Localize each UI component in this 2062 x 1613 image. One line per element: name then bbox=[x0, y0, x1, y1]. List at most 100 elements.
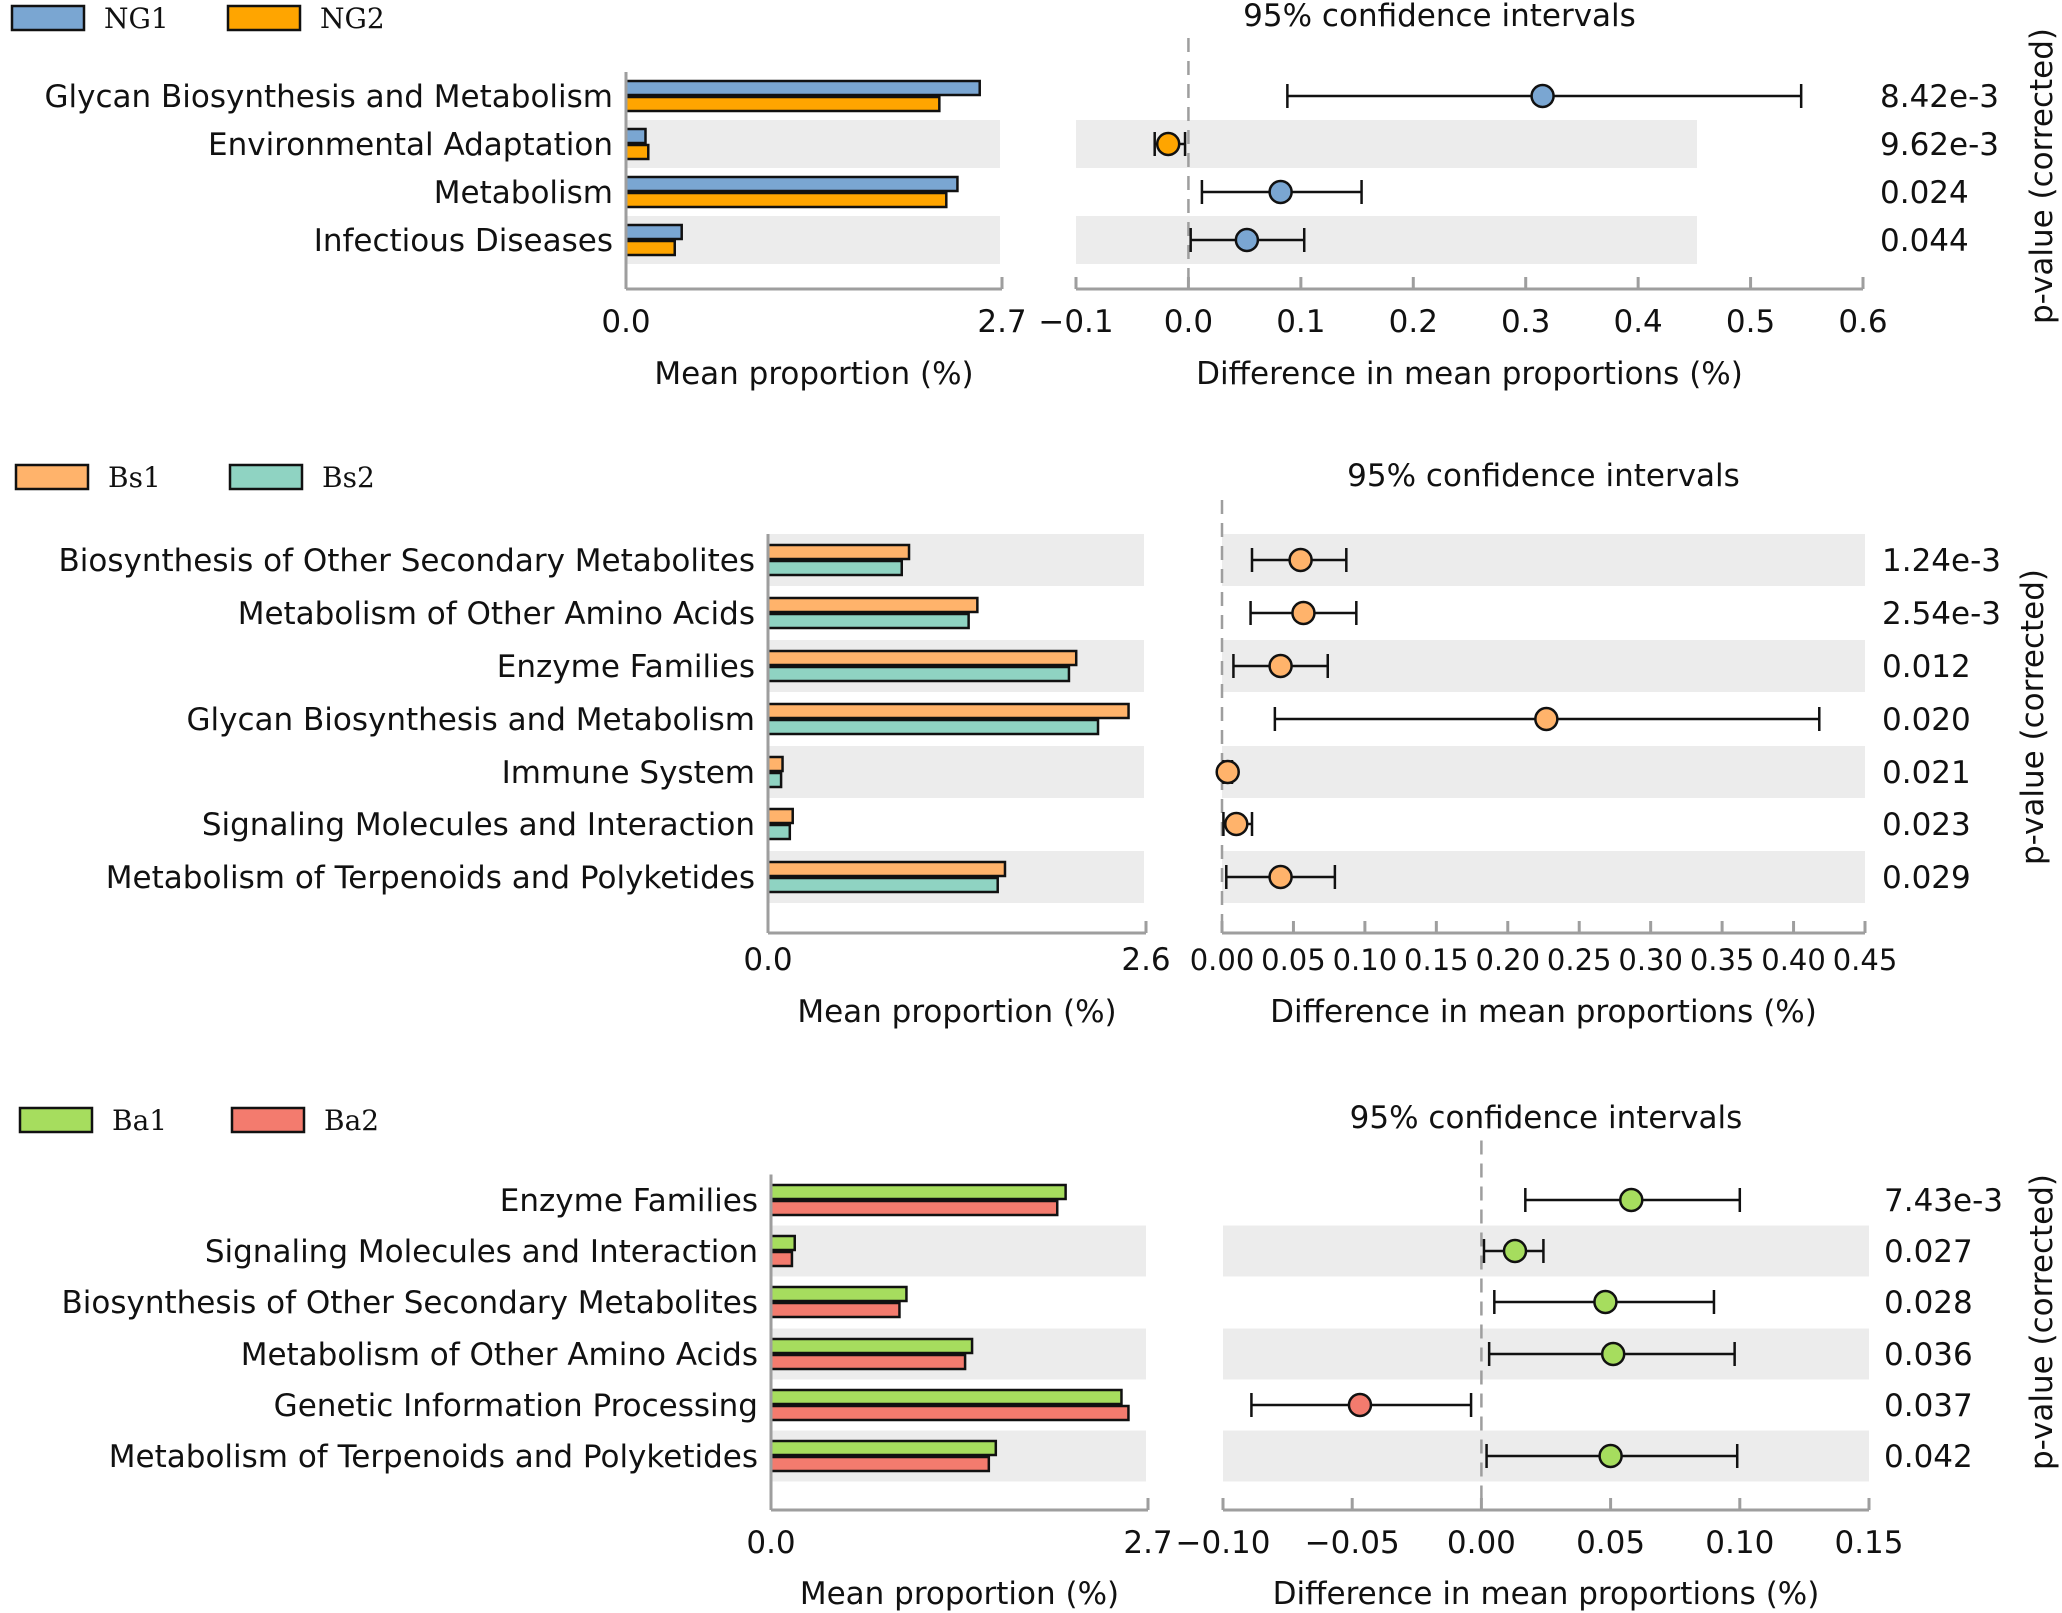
diff-point bbox=[1288, 547, 1313, 573]
row-stripe-ci bbox=[1223, 1225, 1869, 1277]
legend-label-NG1: NG1 bbox=[104, 2, 169, 35]
pvalue-label: 0.042 bbox=[1884, 1439, 1973, 1475]
row-stripe-ci bbox=[1222, 746, 1865, 798]
ci-tick-label: 0.00 bbox=[1190, 943, 1255, 977]
category-label: Metabolism of Terpenoids and Polyketides bbox=[109, 1439, 758, 1475]
bar-Bs1 bbox=[766, 649, 1078, 667]
ci-x-label: Difference in mean proportions (%) bbox=[1196, 356, 1743, 392]
ci-tick-label: 0.20 bbox=[1475, 943, 1540, 977]
ci-tick-label: 0.3 bbox=[1501, 304, 1550, 340]
bar-Bs1 bbox=[766, 860, 1007, 878]
bar-x-label: Mean proportion (%) bbox=[800, 1576, 1119, 1612]
diff-point bbox=[1347, 1392, 1373, 1418]
ci-tick-label: 0.2 bbox=[1389, 304, 1438, 340]
bar-tick-label: 0.0 bbox=[601, 304, 650, 340]
ci-tick-label: 0.05 bbox=[1576, 1525, 1645, 1561]
legend-swatch-Ba1 bbox=[18, 1106, 94, 1134]
ci-tick-label: 0.10 bbox=[1705, 1525, 1774, 1561]
bar-Bs2 bbox=[766, 823, 792, 841]
bar-Bs2 bbox=[766, 771, 783, 789]
bar-Bs1 bbox=[766, 755, 784, 773]
bar-x-label: Mean proportion (%) bbox=[654, 356, 973, 392]
pvalue-axis-label: p-value (corrected) bbox=[2024, 28, 2060, 324]
ci-tick-label: 0.25 bbox=[1547, 943, 1612, 977]
ci-x-label: Difference in mean proportions (%) bbox=[1273, 1576, 1820, 1612]
bar-Ba2 bbox=[769, 1199, 1059, 1217]
category-label: Enzyme Families bbox=[497, 649, 755, 685]
pvalue-label: 0.012 bbox=[1882, 649, 1971, 685]
bar-Ba2 bbox=[769, 1404, 1130, 1422]
ci-tick-label: 0.0 bbox=[1164, 304, 1213, 340]
bar-Ba1 bbox=[769, 1183, 1067, 1201]
category-label: Glycan Biosynthesis and Metabolism bbox=[186, 702, 755, 738]
ci-tick-label: −0.05 bbox=[1305, 1525, 1400, 1561]
bar-tick-label: 2.6 bbox=[1121, 942, 1170, 978]
bar-Bs1 bbox=[766, 702, 1130, 720]
legend-swatch-NG2 bbox=[226, 4, 302, 32]
bar-Bs2 bbox=[766, 876, 999, 894]
bar-Bs2 bbox=[766, 612, 970, 630]
category-label: Metabolism of Other Amino Acids bbox=[241, 1337, 758, 1373]
ci-tick-label: 0.15 bbox=[1404, 943, 1469, 977]
ci-tick-label: 0.4 bbox=[1613, 304, 1662, 340]
diff-point bbox=[1268, 179, 1293, 205]
pvalue-label: 8.42e-3 bbox=[1880, 79, 1999, 115]
row-stripe-bar bbox=[626, 216, 1000, 264]
bar-NG1 bbox=[624, 223, 683, 241]
bar-tick-label: 0.0 bbox=[743, 942, 792, 978]
ci-title: 95% confidence intervals bbox=[1347, 458, 1740, 494]
diff-point bbox=[1155, 131, 1181, 157]
category-label: Signaling Molecules and Interaction bbox=[205, 1234, 758, 1270]
bar-Ba2 bbox=[769, 1353, 967, 1371]
legend-swatch-NG1 bbox=[10, 4, 86, 32]
category-label: Genetic Information Processing bbox=[274, 1388, 758, 1424]
pvalue-label: 0.028 bbox=[1884, 1285, 1973, 1321]
pvalue-label: 9.62e-3 bbox=[1880, 127, 1999, 163]
bar-Bs2 bbox=[766, 718, 1100, 736]
pvalue-label: 2.54e-3 bbox=[1882, 596, 2001, 632]
pvalue-label: 0.020 bbox=[1882, 702, 1971, 738]
bar-NG2 bbox=[624, 143, 650, 161]
category-label: Metabolism bbox=[434, 175, 613, 211]
pvalue-label: 0.027 bbox=[1884, 1234, 1973, 1270]
row-stripe-bar bbox=[626, 120, 1000, 168]
panel-middle: Bs1 Bs2 Biosynthesis of Other Secondary Me… bbox=[14, 458, 2051, 1030]
bar-Bs1 bbox=[766, 596, 979, 614]
diff-point bbox=[1600, 1341, 1626, 1367]
diff-point bbox=[1268, 653, 1293, 679]
ci-tick-label: 0.30 bbox=[1618, 943, 1683, 977]
panel-bottom: Ba1 Ba2 Enzyme Families 7.43e-3 Signaling Mo… bbox=[18, 1100, 2060, 1612]
category-label: Biosynthesis of Other Secondary Metaboli… bbox=[59, 543, 756, 579]
legend-label-Bs1: Bs1 bbox=[108, 461, 161, 494]
category-label: Immune System bbox=[502, 755, 755, 791]
bar-NG1 bbox=[624, 127, 647, 145]
category-label: Biosynthesis of Other Secondary Metaboli… bbox=[62, 1285, 759, 1321]
diff-point bbox=[1224, 811, 1249, 837]
bar-Ba1 bbox=[769, 1337, 974, 1355]
category-label: Metabolism of Terpenoids and Polyketides bbox=[106, 860, 755, 896]
row-stripe-bar bbox=[768, 746, 1144, 798]
category-label: Glycan Biosynthesis and Metabolism bbox=[44, 79, 613, 115]
category-label: Enzyme Families bbox=[500, 1183, 758, 1219]
diff-point bbox=[1534, 706, 1559, 732]
category-label: Environmental Adaptation bbox=[208, 127, 613, 163]
panel-top: NG1 NG2 Glycan Biosynthesis and Metabolism… bbox=[10, 0, 2060, 392]
row-stripe-ci bbox=[1222, 640, 1865, 692]
legend-swatch-Ba2 bbox=[230, 1106, 306, 1134]
bar-Bs1 bbox=[766, 807, 794, 825]
pvalue-label: 7.43e-3 bbox=[1884, 1183, 2003, 1219]
bar-Ba2 bbox=[769, 1455, 991, 1473]
bar-Ba1 bbox=[769, 1285, 908, 1303]
bar-Ba2 bbox=[769, 1250, 794, 1268]
pvalue-label: 0.029 bbox=[1882, 860, 1971, 896]
row-stripe-bar bbox=[771, 1225, 1146, 1277]
ci-tick-label: 0.5 bbox=[1726, 304, 1775, 340]
bar-Bs2 bbox=[766, 665, 1071, 683]
bar-Ba1 bbox=[769, 1439, 998, 1457]
ci-tick-label: 0.00 bbox=[1447, 1525, 1516, 1561]
bar-Ba1 bbox=[769, 1234, 796, 1252]
bar-NG1 bbox=[624, 79, 981, 97]
bar-tick-label: 2.7 bbox=[1123, 1525, 1172, 1561]
ci-tick-label: 0.45 bbox=[1833, 943, 1898, 977]
